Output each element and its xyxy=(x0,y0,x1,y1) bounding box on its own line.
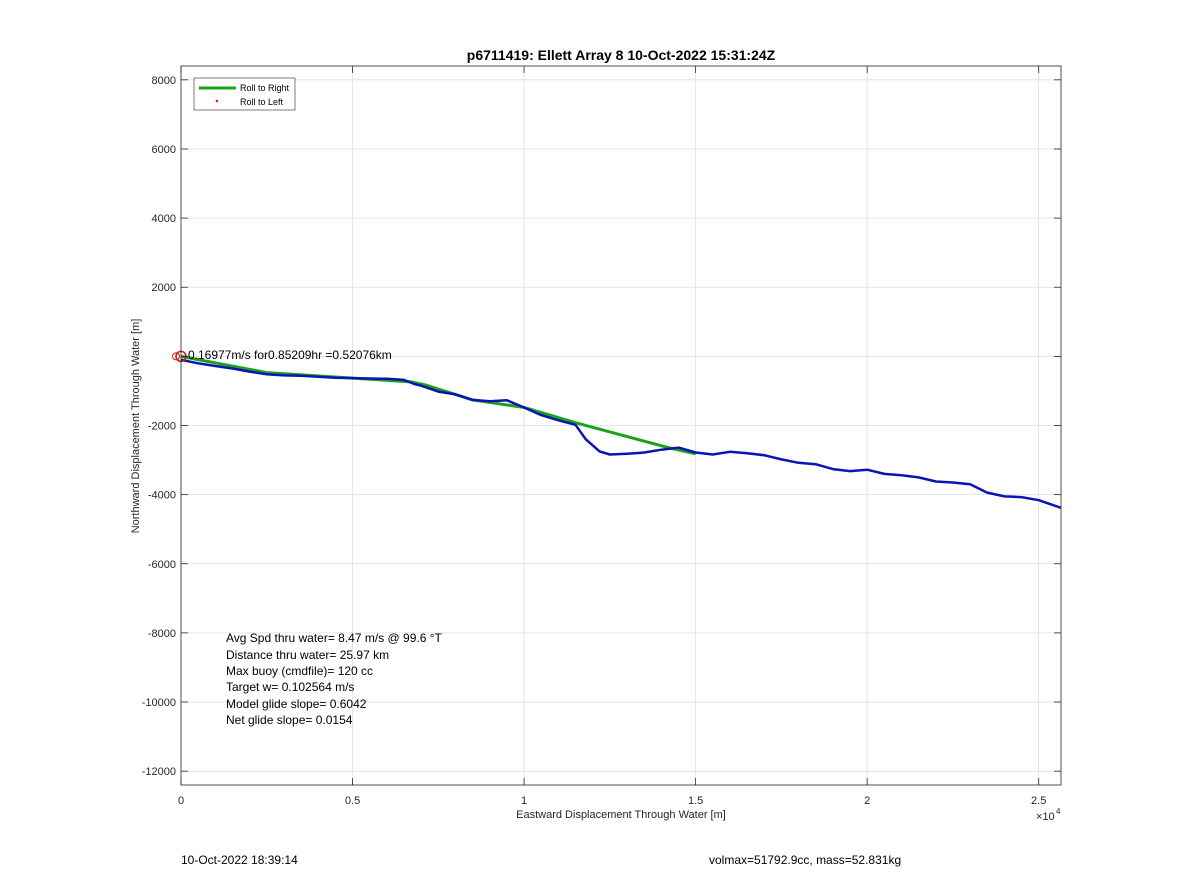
exponent-power: 4 xyxy=(1056,807,1061,816)
legend-label-roll-right: Roll to Right xyxy=(240,83,290,93)
x-tick-label: 0.5 xyxy=(345,795,360,807)
svg-text:×10: ×10 xyxy=(1036,811,1055,823)
x-tick-label: 0 xyxy=(178,795,184,807)
start-annotation: 0.16977m/s for0.85209hr =0.52076km xyxy=(188,348,392,362)
start-marker-outer xyxy=(172,352,180,361)
x-tick-label: 1.5 xyxy=(688,795,703,807)
footer-timestamp: 10-Oct-2022 18:39:14 xyxy=(181,853,298,867)
legend-label-roll-left: Roll to Left xyxy=(240,97,284,107)
x-axis-exponent: ×10 4 xyxy=(1036,807,1061,823)
y-tick-label: -2000 xyxy=(148,421,176,433)
x-axis-label: Eastward Displacement Through Water [m] xyxy=(516,809,726,821)
stat-distance: Distance thru water= 25.97 km xyxy=(226,648,389,662)
y-tick-label: -4000 xyxy=(148,490,176,502)
y-tick-label: -8000 xyxy=(148,628,176,640)
footer-mass-info: volmax=51792.9cc, mass=52.831kg xyxy=(709,853,902,867)
y-tick-label: 6000 xyxy=(152,144,176,156)
y-tick-label: 8000 xyxy=(152,75,176,87)
y-tick-label: -6000 xyxy=(148,559,176,571)
stats-block: Avg Spd thru water= 8.47 m/s @ 99.6 °T D… xyxy=(226,631,443,727)
y-tick-label: 2000 xyxy=(152,282,176,294)
stat-model-glide: Model glide slope= 0.6042 xyxy=(226,697,367,711)
stat-net-glide: Net glide slope= 0.0154 xyxy=(226,713,353,727)
series-glider-track xyxy=(180,358,1062,509)
chart-title: p6711419: Ellett Array 8 10-Oct-2022 15:… xyxy=(467,47,776,63)
y-tick-label: -12000 xyxy=(142,766,176,778)
stat-max-buoy: Max buoy (cmdfile)= 120 cc xyxy=(226,664,373,678)
exponent-times-sign: × xyxy=(1036,811,1042,823)
x-tick-label: 2.5 xyxy=(1031,795,1046,807)
axis-ticks: 0 0.5 1 1.5 2 2.5 -12000 -10000 -8000 -6000 -4000 -… xyxy=(142,66,1061,807)
y-tick-label: 4000 xyxy=(152,213,176,225)
legend-swatch-roll-left xyxy=(215,99,219,103)
y-axis-label: Northward Displacement Through Water [m] xyxy=(130,319,142,534)
y-tick-label: -10000 xyxy=(142,697,176,709)
x-tick-label: 1 xyxy=(521,795,527,807)
legend: Roll to Right Roll to Left xyxy=(193,77,296,111)
grid-lines xyxy=(180,66,1061,785)
stat-target-w: Target w= 0.102564 m/s xyxy=(226,680,354,694)
legend-box xyxy=(193,77,296,111)
exponent-base: 10 xyxy=(1042,811,1054,823)
x-tick-label: 2 xyxy=(864,795,870,807)
stat-avg-speed: Avg Spd thru water= 8.47 m/s @ 99.6 °T xyxy=(226,631,443,645)
